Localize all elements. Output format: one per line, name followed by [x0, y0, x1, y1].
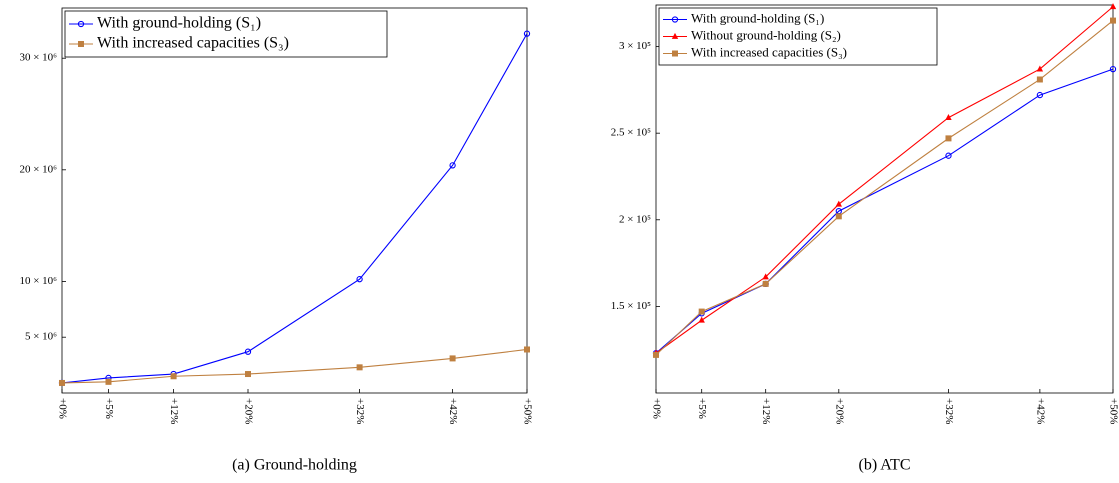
marker	[671, 16, 679, 23]
x-tick-label: +42%	[447, 398, 459, 424]
marker	[835, 213, 842, 220]
legend-label: With increased capacities (S₃)	[97, 35, 289, 52]
marker	[1109, 65, 1117, 73]
legend-label: With increased capacities (S₃)	[691, 44, 847, 59]
marker	[1036, 91, 1044, 99]
marker	[945, 135, 952, 142]
plot-frame	[655, 4, 1114, 394]
marker	[671, 32, 679, 39]
y-tick-label: 1.5 × 10⁵	[611, 300, 651, 312]
series-line	[61, 348, 528, 384]
marker	[78, 41, 84, 47]
x-tick-label: +12%	[168, 398, 180, 424]
marker	[77, 20, 85, 28]
marker	[449, 162, 456, 169]
legend-box	[64, 10, 388, 58]
marker	[356, 364, 363, 371]
y-tick-label: 2.5 × 10⁵	[611, 127, 651, 139]
marker	[356, 276, 363, 283]
x-tick-label: +5%	[696, 398, 708, 419]
y-tick-label: 20 × 10⁶	[19, 163, 57, 175]
y-tick-label: 30 × 10⁶	[19, 52, 57, 64]
legend-box	[658, 7, 938, 66]
marker	[59, 379, 65, 386]
x-tick-label: +42%	[1034, 398, 1046, 424]
legend-label: Without ground-holding (S₂)	[691, 27, 841, 42]
series-line	[655, 68, 1114, 354]
y-tick-label: 2 × 10⁵	[619, 213, 651, 225]
caption: (a) Ground-holding	[232, 457, 357, 474]
marker	[523, 30, 531, 37]
series-line	[61, 33, 528, 384]
x-tick-label: +12%	[760, 398, 772, 424]
x-tick-label: +32%	[943, 398, 955, 424]
marker	[524, 346, 530, 353]
marker	[1110, 17, 1116, 24]
legend-label: With ground-holding (S₁)	[97, 15, 261, 32]
y-tick-label: 3 × 10⁵	[619, 40, 651, 52]
marker	[1109, 3, 1117, 10]
marker	[449, 355, 456, 362]
x-tick-label: +0%	[56, 398, 68, 419]
x-tick-label: +20%	[833, 398, 845, 424]
marker	[170, 373, 177, 380]
x-tick-label: +50%	[521, 398, 533, 424]
plot-frame	[61, 7, 528, 394]
marker	[945, 113, 952, 120]
x-tick-label: +32%	[354, 398, 366, 424]
marker	[244, 348, 252, 355]
legend-label: With ground-holding (S₁)	[691, 10, 824, 25]
marker	[105, 378, 112, 385]
marker	[945, 152, 952, 159]
marker	[1036, 65, 1044, 72]
x-tick-label: +20%	[242, 398, 254, 424]
x-tick-label: +5%	[103, 398, 115, 419]
marker	[762, 273, 769, 280]
marker	[672, 50, 678, 57]
marker	[1036, 76, 1043, 83]
x-tick-label: +50%	[1107, 398, 1119, 424]
marker	[698, 316, 705, 323]
x-tick-label: +0%	[650, 398, 662, 419]
y-tick-label: 5 × 10⁶	[25, 331, 57, 343]
marker	[835, 200, 842, 207]
marker	[698, 308, 705, 315]
marker	[653, 351, 659, 358]
caption: (b) ATC	[859, 457, 911, 474]
marker	[762, 280, 769, 287]
marker	[245, 371, 251, 378]
y-tick-label: 10 × 10⁶	[19, 275, 57, 287]
